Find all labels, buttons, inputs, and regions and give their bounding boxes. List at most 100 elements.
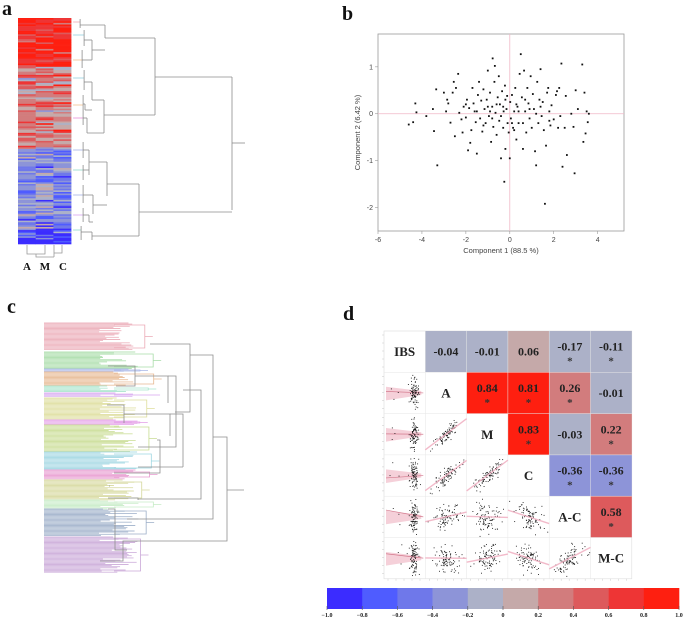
scatter-point bbox=[416, 401, 417, 403]
scatter-point bbox=[522, 558, 524, 560]
scatter-point bbox=[412, 390, 414, 392]
scatter-point bbox=[413, 507, 414, 509]
heatmap-cell bbox=[35, 92, 54, 95]
scatter-point bbox=[443, 520, 445, 522]
scatter-point bbox=[413, 402, 415, 404]
scatter-point bbox=[414, 567, 416, 569]
scatter-point bbox=[413, 464, 415, 466]
heatmap-cell bbox=[35, 52, 54, 55]
heatmap-cell bbox=[35, 240, 54, 243]
scatter-point bbox=[564, 564, 566, 566]
data-point bbox=[503, 180, 506, 183]
heatmap-cell bbox=[18, 132, 36, 135]
correlation-cell bbox=[590, 496, 632, 538]
scatter-point bbox=[533, 525, 535, 527]
cluster-branch bbox=[114, 501, 162, 508]
scatter-point bbox=[528, 544, 530, 546]
scatter-point bbox=[437, 444, 438, 446]
scatter-point bbox=[391, 427, 393, 429]
scatter-point bbox=[412, 475, 414, 477]
scatter-point bbox=[485, 553, 487, 555]
heatmap-cell bbox=[35, 42, 54, 45]
heatmap-cell bbox=[18, 97, 36, 100]
scatter-point bbox=[412, 388, 414, 390]
scatter-point bbox=[416, 427, 418, 429]
scatter-point bbox=[484, 563, 485, 565]
scatter-point bbox=[529, 556, 531, 558]
heatmap-cell bbox=[53, 99, 72, 101]
scatter-point bbox=[445, 479, 447, 481]
scatter-point bbox=[413, 418, 415, 420]
scatter-point bbox=[527, 556, 529, 557]
scatter-point bbox=[461, 554, 463, 556]
data-point bbox=[517, 122, 520, 125]
scatter-point bbox=[413, 468, 415, 470]
heatmap-cell bbox=[53, 63, 72, 66]
scatter-point bbox=[490, 563, 492, 565]
scatter-point bbox=[416, 440, 418, 441]
heatmap-cell bbox=[35, 58, 54, 61]
scatter-point bbox=[498, 469, 500, 471]
scatter-point bbox=[411, 394, 413, 396]
data-point bbox=[472, 102, 475, 105]
heatmap-cell bbox=[53, 193, 72, 196]
scatter-point bbox=[442, 523, 444, 524]
scatter-point bbox=[495, 472, 496, 474]
dendrogram-branch bbox=[138, 389, 202, 500]
scatter-point bbox=[481, 507, 483, 509]
scatter-point bbox=[448, 469, 450, 471]
heatmap-cell bbox=[53, 81, 72, 84]
heatmap-cell bbox=[53, 34, 72, 37]
data-point bbox=[477, 94, 479, 96]
scatter-point bbox=[454, 506, 456, 508]
dendrogram-branch bbox=[135, 375, 169, 403]
heatmap-cell bbox=[35, 190, 54, 193]
heatmap-cell bbox=[35, 158, 54, 161]
y-tick-label: -1 bbox=[367, 158, 373, 165]
scatter-point bbox=[531, 554, 533, 556]
scatter-point bbox=[440, 550, 442, 551]
scatter-point bbox=[413, 458, 415, 459]
heatmap-cell bbox=[53, 19, 72, 22]
scatter-point bbox=[455, 471, 457, 473]
scatter-point bbox=[445, 438, 447, 440]
heatmap-cell bbox=[53, 31, 72, 33]
heatmap-cell bbox=[53, 182, 72, 185]
scatter-point bbox=[442, 552, 444, 554]
scatter-point bbox=[435, 444, 437, 446]
heatmap-cell bbox=[53, 142, 72, 145]
scatter-point bbox=[415, 396, 417, 398]
scatter-point bbox=[481, 572, 482, 574]
scatter-point bbox=[412, 468, 414, 470]
scatter-point bbox=[573, 551, 575, 553]
correlation-cell bbox=[425, 331, 467, 373]
heatmap-cell bbox=[35, 70, 54, 72]
scatter-point bbox=[413, 386, 415, 388]
scatter-point bbox=[463, 459, 465, 461]
scatter-point bbox=[452, 562, 454, 564]
scatter-point bbox=[448, 429, 450, 431]
heatmap-cell bbox=[18, 228, 36, 231]
data-point bbox=[467, 149, 469, 152]
scatter-point bbox=[409, 440, 411, 442]
scatter-point bbox=[416, 522, 418, 524]
scatter-point bbox=[531, 512, 533, 514]
scatter-point bbox=[413, 519, 415, 520]
scatter-point bbox=[560, 571, 562, 573]
heatmap-cell bbox=[53, 102, 72, 105]
heatmap-cell bbox=[18, 63, 36, 66]
scatter-point bbox=[410, 388, 412, 390]
scatter-point bbox=[413, 548, 415, 550]
scatter-point bbox=[563, 570, 565, 572]
scatter-point bbox=[534, 512, 536, 514]
scatter-point bbox=[416, 510, 418, 512]
scatter-point bbox=[449, 467, 451, 469]
scatter-point bbox=[430, 450, 432, 452]
data-point bbox=[482, 88, 485, 91]
scatter-point bbox=[444, 550, 446, 552]
heatmap-cell bbox=[35, 39, 54, 42]
scatter-point bbox=[414, 568, 416, 570]
scatter-point bbox=[415, 389, 417, 391]
scatter-point bbox=[569, 554, 571, 556]
scatter-point bbox=[435, 477, 437, 479]
